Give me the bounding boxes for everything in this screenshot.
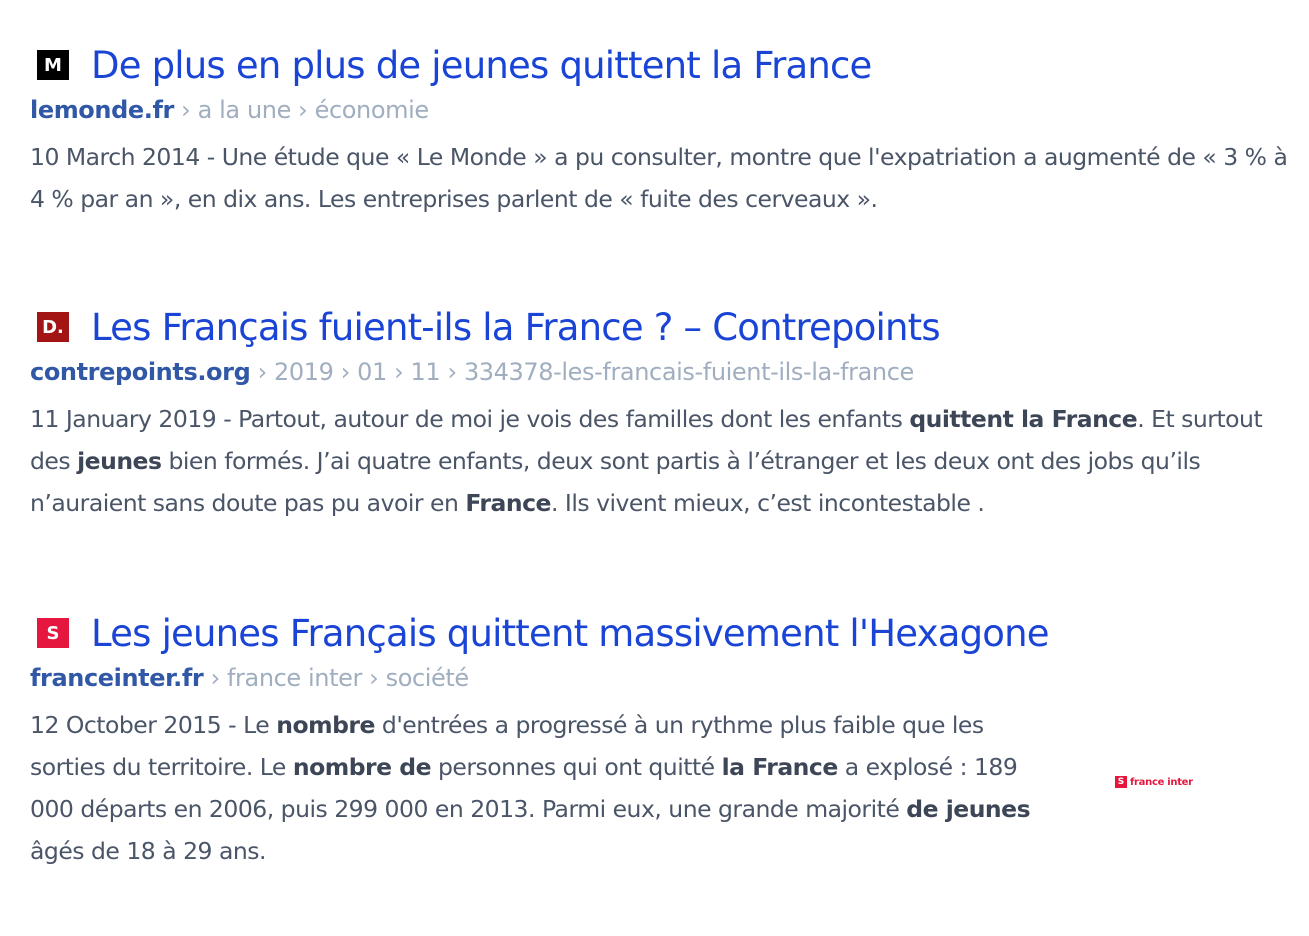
result-title-link[interactable]: Les jeunes Français quittent massivement… bbox=[91, 611, 1050, 655]
le-monde-icon: M bbox=[37, 50, 69, 80]
snippet-highlight: la France bbox=[721, 753, 839, 781]
snippet-text: . Ils vivent mieux, c’est incontestable … bbox=[550, 489, 985, 517]
snippet-highlight: quittent la France bbox=[909, 405, 1138, 433]
search-result: D. Les Français fuient-ils la France ? –… bbox=[30, 302, 1290, 524]
france-inter-thumbnail[interactable]: S france inter bbox=[1115, 776, 1193, 788]
result-breadcrumb: › france inter › société bbox=[203, 664, 470, 692]
france-inter-logo-icon: S bbox=[1115, 776, 1127, 788]
result-breadcrumb: › 2019 › 01 › 11 › 334378-les-francais-f… bbox=[250, 358, 915, 386]
result-domain[interactable]: lemonde.fr bbox=[30, 96, 174, 124]
result-url[interactable]: franceinter.fr › france inter › société bbox=[30, 664, 1060, 692]
result-snippet: 10 March 2014 - Une étude que « Le Monde… bbox=[30, 136, 1290, 220]
contrepoints-icon: D. bbox=[37, 312, 69, 342]
result-snippet: 12 October 2015 - Le nombre d'entrées a … bbox=[30, 704, 1060, 872]
snippet-text: personnes qui ont quitté bbox=[431, 753, 722, 781]
result-title-link[interactable]: Les Français fuient-ils la France ? – Co… bbox=[91, 305, 941, 349]
result-domain[interactable]: franceinter.fr bbox=[30, 664, 204, 692]
snippet-highlight: nombre de bbox=[292, 753, 432, 781]
result-url[interactable]: lemonde.fr › a la une › économie bbox=[30, 96, 1290, 124]
snippet-text: bien formés. J’ai quatre enfants, deux s… bbox=[30, 447, 1201, 517]
snippet-text: âgés de 18 à 29 ans. bbox=[30, 837, 266, 865]
result-url[interactable]: contrepoints.org › 2019 › 01 › 11 › 3343… bbox=[30, 358, 1290, 386]
snippet-highlight: jeunes bbox=[77, 447, 162, 475]
snippet-text: 12 October 2015 - Le bbox=[30, 711, 277, 739]
result-domain[interactable]: contrepoints.org bbox=[30, 358, 251, 386]
snippet-highlight: de jeunes bbox=[906, 795, 1031, 823]
search-result: M De plus en plus de jeunes quittent la … bbox=[30, 40, 1290, 220]
snippet-highlight: France bbox=[465, 489, 551, 517]
result-breadcrumb: › a la une › économie bbox=[173, 96, 429, 124]
snippet-text: . Et surtout des bbox=[30, 405, 1263, 475]
snippet-text: a explosé : 189 000 départs en 2006, pui… bbox=[30, 753, 1018, 823]
search-result: S Les jeunes Français quittent massiveme… bbox=[30, 608, 1060, 872]
result-snippet: 11 January 2019 - Partout, autour de moi… bbox=[30, 398, 1290, 524]
snippet-highlight: nombre bbox=[276, 711, 375, 739]
snippet-text: d'entrées a progressé à un rythme plus f… bbox=[30, 711, 984, 781]
snippet-text: 10 March 2014 - Une étude que « Le Monde… bbox=[30, 143, 1288, 213]
snippet-text: 11 January 2019 - Partout, autour de moi… bbox=[30, 405, 910, 433]
france-inter-icon: S bbox=[37, 618, 69, 648]
result-title-link[interactable]: De plus en plus de jeunes quittent la Fr… bbox=[91, 43, 872, 87]
